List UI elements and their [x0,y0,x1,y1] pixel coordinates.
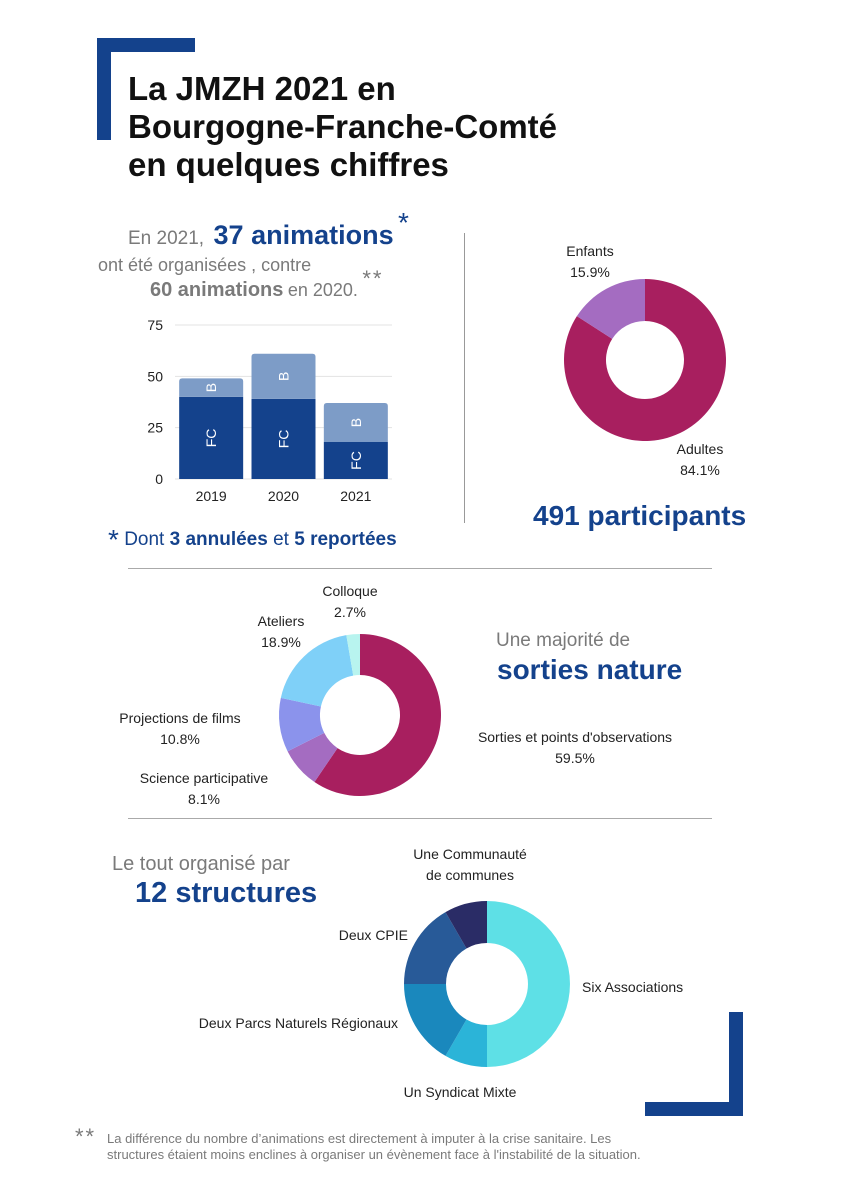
bar-B-2020 [251,353,316,399]
donut-slice [346,634,360,676]
donut-slice [280,635,354,707]
slice-value: 15.9% [570,264,610,280]
footer-double-asterisk: ** [75,1124,97,1149]
bar-segment-label: B [276,372,292,381]
top-left-bracket-horizontal [97,38,195,52]
bar-segment-label: B [348,418,364,427]
y-tick-label: 50 [147,368,163,384]
footnote-cancelled: 3 annulées [169,529,268,550]
slice-value: 8.1% [188,791,220,807]
bar-B-2019 [179,378,244,397]
donut-slice [404,984,467,1056]
donut-slice [404,912,467,984]
animations-bar-chart: 0 25 50 75 FC B FC B FC B 2019 2020 2021 [147,317,392,504]
slice-label: Adultes [677,441,724,457]
slice-label: Un Syndicat Mixte [404,1084,517,1100]
y-tick-label: 25 [147,420,163,436]
slice-label: Enfants [566,243,613,259]
top-left-bracket-vertical [97,38,111,140]
bar-FC-2021 [323,442,388,479]
slice-value: 84.1% [680,462,720,478]
slice-label: Deux Parcs Naturels Régionaux [199,1015,398,1031]
animations-2020-suffix: en 2020. [287,280,358,300]
animations-line-2: ont été organisées , contre [98,255,312,275]
footnote-mid: et [273,529,289,550]
slice-value: 59.5% [555,750,595,766]
bar-FC-2019 [179,396,244,479]
cancellations-footnote: * Dont 3 annulées et 5 reportées [108,520,397,555]
x-tick-label: 2019 [196,488,227,504]
donut-slice [487,901,570,1067]
participants-donut-chart: Enfants 15.9% Adultes 84.1% [564,243,726,478]
animations-year-prefix: En 2021, [128,228,205,249]
footer-line-2: structures étaient moins enclines à orga… [107,1147,641,1162]
slice-label: Deux CPIE [339,927,408,943]
footer-line-1: La différence du nombre d’animations est… [107,1131,612,1146]
animations-line-3: 60 animations en 2020. ** [150,266,384,302]
bar-segment-label: FC [203,429,219,448]
slice-label-line-1: Une Communauté [413,846,527,862]
animation-types-donut-chart: Sorties et points d'observations 59.5% Sci… [119,583,672,807]
structures-donut-chart: Six Associations Un Syndicat Mixte Deux Pa… [199,846,683,1100]
animations-2020-count: 60 animations [150,279,284,301]
nature-line-1: Une majorité de [496,630,631,651]
y-tick-label: 75 [147,317,163,333]
structures-line-1: Le tout organisé par [112,853,290,875]
donut-slice [445,1019,487,1067]
page-title: La JMZH 2021 en Bourgogne-Franche-Comté … [128,70,557,184]
slice-label: Sorties et points d'observations [478,729,672,745]
vertical-divider [464,233,465,523]
animations-line-1: En 2021, 37 animations * [128,207,409,251]
footnote-prefix: Dont [124,529,165,550]
x-tick-label: 2021 [340,488,371,504]
nature-line-2: sorties nature [497,654,683,685]
donut-slice [279,697,325,752]
slice-value: 10.8% [160,731,200,747]
donut-slice [445,901,487,949]
bar-FC-2020 [251,398,316,479]
animations-2021-count: 37 animations [213,220,394,250]
horizontal-divider-2 [128,818,712,819]
donut-slice [314,634,441,796]
title-line-1: La JMZH 2021 en [128,70,396,107]
footnote-postponed: 5 reportées [294,529,397,550]
title-line-3: en quelques chiffres [128,146,449,183]
bottom-right-bracket-horizontal [645,1102,743,1116]
slice-label: Six Associations [582,979,683,995]
slice-label-line-2: de communes [426,867,514,883]
bar-segment-label: B [203,383,219,392]
bar-segment-label: FC [276,430,292,449]
horizontal-divider-1 [128,568,712,569]
donut-slice [287,732,338,782]
bottom-right-bracket-vertical [729,1012,743,1116]
slice-label: Colloque [322,583,377,599]
y-tick-label: 0 [155,471,163,487]
bar-B-2021 [323,403,388,443]
structures-line-2: 12 structures [135,877,318,909]
asterisk-marker: * [398,207,409,238]
double-asterisk-marker: ** [362,266,384,291]
x-tick-label: 2020 [268,488,299,504]
slice-value: 2.7% [334,604,366,620]
donut-slice [576,279,645,339]
participants-total: 491 participants [533,500,747,531]
title-line-2: Bourgogne-Franche-Comté [128,108,557,145]
slice-label: Projections de films [119,710,240,726]
footnote-asterisk: * [108,524,119,555]
bar-segment-label: FC [348,451,364,470]
slice-label: Science participative [140,770,269,786]
slice-label: Ateliers [258,613,305,629]
donut-slice [564,279,726,441]
slice-value: 18.9% [261,634,301,650]
